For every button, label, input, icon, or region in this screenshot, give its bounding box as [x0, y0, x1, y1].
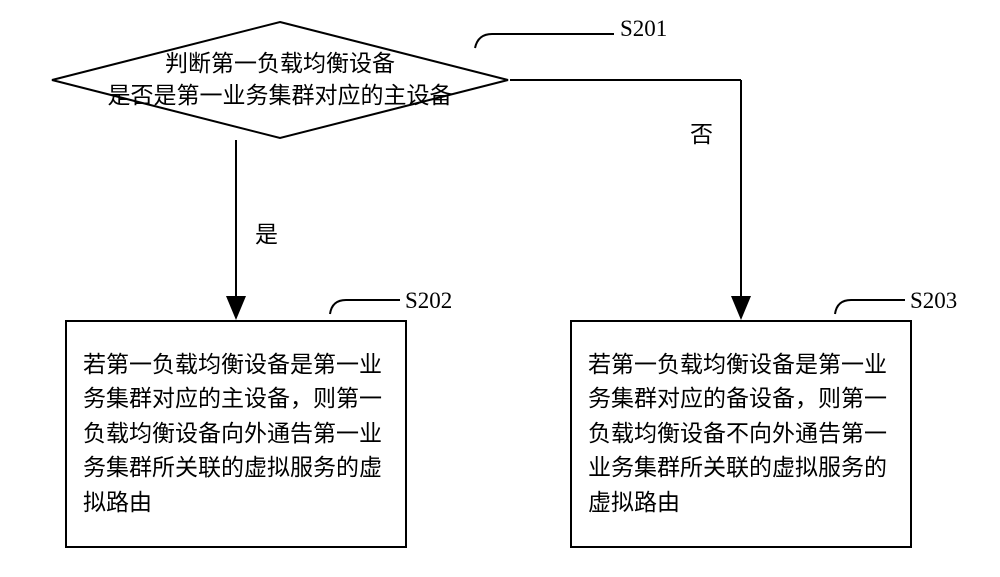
process-right-text: 若第一负载均衡设备是第一业务集群对应的备设备，则第一负载均衡设备不向外通告第一业…	[588, 348, 894, 521]
edge-label-no: 否	[690, 115, 713, 149]
decision-node: 判断第一负载均衡设备 是否是第一业务集群对应的主设备	[50, 20, 510, 140]
edge-label-yes-text: 是	[255, 222, 278, 247]
flowchart-diagram: 判断第一负载均衡设备 是否是第一业务集群对应的主设备 若第一负载均衡设备是第一业…	[0, 0, 1000, 577]
step-label-s201: S201	[620, 16, 667, 42]
process-left-text: 若第一负载均衡设备是第一业务集群对应的主设备，则第一负载均衡设备向外通告第一业务…	[83, 348, 389, 521]
step-label-s203: S203	[910, 288, 957, 314]
edge-label-yes: 是	[255, 215, 278, 249]
edge-label-no-text: 否	[690, 122, 713, 147]
step-label-s202: S202	[405, 288, 452, 314]
decision-text: 判断第一负载均衡设备 是否是第一业务集群对应的主设备	[88, 48, 473, 112]
step-label-s202-text: S202	[405, 288, 452, 313]
step-label-s201-text: S201	[620, 16, 667, 41]
process-box-left: 若第一负载均衡设备是第一业务集群对应的主设备，则第一负载均衡设备向外通告第一业务…	[65, 320, 407, 548]
decision-text-line1: 判断第一负载均衡设备	[165, 51, 395, 76]
decision-text-line2: 是否是第一业务集群对应的主设备	[108, 83, 453, 108]
step-label-s203-text: S203	[910, 288, 957, 313]
process-box-right: 若第一负载均衡设备是第一业务集群对应的备设备，则第一负载均衡设备不向外通告第一业…	[570, 320, 912, 548]
